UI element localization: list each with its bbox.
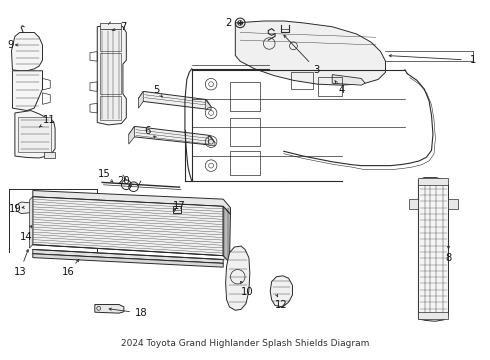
Polygon shape (332, 75, 365, 85)
Text: 3: 3 (314, 65, 320, 75)
Text: 7: 7 (120, 22, 126, 32)
Text: 17: 17 (173, 201, 186, 211)
Polygon shape (33, 197, 223, 256)
Text: 15: 15 (98, 169, 111, 179)
Polygon shape (418, 177, 448, 321)
Polygon shape (205, 99, 211, 110)
Polygon shape (99, 29, 122, 51)
Polygon shape (33, 249, 223, 264)
Text: 13: 13 (13, 267, 26, 277)
Polygon shape (129, 126, 215, 145)
Polygon shape (95, 305, 124, 313)
Text: 1: 1 (469, 55, 476, 65)
Polygon shape (44, 152, 55, 158)
Polygon shape (97, 24, 126, 125)
Text: 20: 20 (118, 176, 130, 186)
Polygon shape (99, 53, 122, 94)
Polygon shape (138, 91, 211, 109)
Text: 2024 Toyota Grand Highlander Splash Shields Diagram: 2024 Toyota Grand Highlander Splash Shie… (121, 339, 369, 348)
Polygon shape (409, 199, 418, 209)
Text: 5: 5 (154, 85, 160, 95)
Text: 14: 14 (20, 233, 32, 243)
Text: 2: 2 (225, 18, 231, 28)
Text: 19: 19 (8, 204, 21, 214)
Polygon shape (33, 190, 230, 215)
Polygon shape (11, 32, 43, 71)
Polygon shape (33, 254, 223, 267)
Polygon shape (418, 312, 448, 319)
Polygon shape (209, 135, 215, 146)
Text: 4: 4 (339, 85, 345, 95)
Polygon shape (129, 126, 135, 144)
Polygon shape (29, 197, 33, 248)
Text: 10: 10 (241, 287, 254, 297)
Text: 16: 16 (62, 267, 74, 277)
Text: 11: 11 (43, 115, 55, 125)
Text: 12: 12 (275, 300, 288, 310)
Polygon shape (173, 206, 181, 212)
Text: 9: 9 (7, 40, 14, 50)
Text: 6: 6 (144, 126, 150, 136)
Polygon shape (16, 202, 36, 213)
Polygon shape (223, 206, 230, 262)
Polygon shape (225, 246, 250, 310)
Polygon shape (99, 23, 122, 29)
Polygon shape (18, 117, 51, 152)
Polygon shape (15, 111, 55, 158)
Polygon shape (99, 96, 122, 120)
Polygon shape (448, 199, 458, 209)
Text: 18: 18 (135, 308, 147, 318)
Text: 8: 8 (445, 253, 452, 262)
Polygon shape (138, 91, 143, 108)
Polygon shape (270, 276, 293, 307)
Polygon shape (235, 21, 386, 85)
Polygon shape (12, 71, 43, 111)
Polygon shape (418, 177, 448, 185)
